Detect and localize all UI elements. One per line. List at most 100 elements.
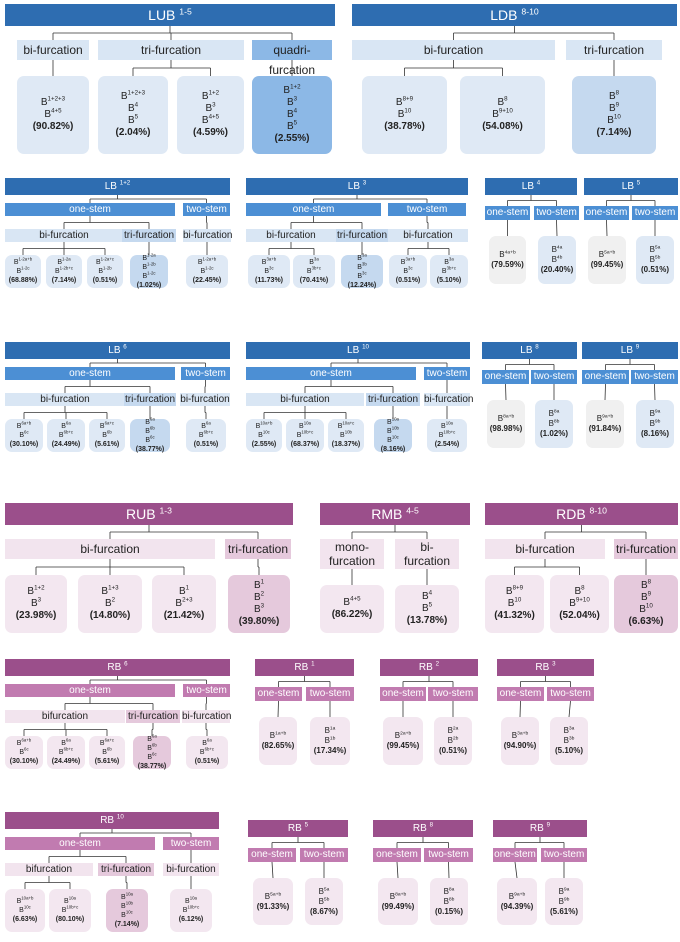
segment-label: B1-2a <box>57 257 70 267</box>
diagram-title: LB 8 <box>482 342 577 359</box>
percentage: (6.63%) <box>12 916 38 923</box>
furcation-label: tri-furcation <box>225 539 291 559</box>
segment-label: B9 <box>641 591 651 604</box>
segment-index: 10a <box>391 416 399 422</box>
segment-index: 4a <box>556 245 563 251</box>
segment-base: B <box>318 896 324 906</box>
segment-index: 8 <box>504 95 508 103</box>
segment-base: B <box>19 907 24 914</box>
segment-index: 1-2a+b <box>18 256 33 262</box>
segment-index: 2 <box>260 590 265 598</box>
title-superscript: 1-5 <box>179 6 192 17</box>
percentage: (91.84%) <box>588 424 622 433</box>
segment-base: B <box>443 886 449 896</box>
branch-box: B3a B3b B3c (12.24%) <box>341 253 383 289</box>
title-superscript: 10 <box>362 343 369 351</box>
diagram-title: LB 5 <box>584 178 678 195</box>
percentage: (90.82%) <box>32 121 74 132</box>
segment-base: B <box>19 749 25 756</box>
segment-index: 9b <box>563 896 570 902</box>
title-superscript: 1-3 <box>159 505 172 516</box>
segment-base: B <box>558 896 564 906</box>
segment-index: 3 <box>212 101 216 109</box>
stem-label: one-stem <box>5 203 175 216</box>
segment-base: B <box>120 91 128 102</box>
stem-text: two-stem <box>303 849 345 860</box>
segment-label: B4 <box>128 102 138 115</box>
title-text: LB <box>347 181 360 192</box>
segment-label: B6b <box>145 426 155 436</box>
percentage: (8.67%) <box>309 906 338 916</box>
title-text: RUB <box>126 506 156 522</box>
segment-index: 8 <box>581 584 585 592</box>
stem-text: two-stem <box>406 204 448 215</box>
segment-label: B8b <box>549 419 560 429</box>
segment-label: B1-2b <box>142 262 155 272</box>
segment-base: B <box>447 736 453 745</box>
segment-base: B <box>639 604 646 615</box>
branch-box: B5a B5b (8.67%) <box>305 878 343 925</box>
furcation-text: bi-furcation <box>183 230 233 241</box>
furcation-text: bi-furcation <box>40 394 90 405</box>
segment-base: B <box>286 121 294 132</box>
segment-base: B <box>551 255 557 264</box>
branch-box: B10a B10b B10c (8.16%) <box>374 416 412 453</box>
segment-label: B9 <box>609 102 619 115</box>
segment-index: 1a+b <box>275 731 287 737</box>
segment-label: B2 <box>254 590 265 604</box>
segment-base: B <box>102 749 107 756</box>
stem-text: one-stem <box>382 688 424 699</box>
segment-index: 1-2b+c <box>59 265 74 271</box>
title-superscript: 3 <box>362 179 367 187</box>
branch-box: B6a B6b+c (0.51%) <box>186 419 226 452</box>
segment-index: 3b <box>568 736 575 742</box>
furcation-label: bi-furcation <box>5 539 215 559</box>
segment-index: 10a+c <box>342 420 355 426</box>
segment-label: B3c <box>357 271 366 281</box>
percentage: (5.61%) <box>94 758 120 765</box>
branch-box: B10a B10b+c (68.37%) <box>286 419 324 452</box>
segment-base: B <box>182 907 188 914</box>
segment-index: 3 <box>37 596 42 604</box>
segment-base: B <box>441 423 446 430</box>
branch-box: B3a+b B3c (11.73%) <box>248 255 290 288</box>
segment-label: B6b <box>102 429 112 440</box>
segment-index: 10c <box>125 909 133 915</box>
segment-base: B <box>175 598 183 609</box>
branch-box: B8+9 B10 (41.32%) <box>485 575 544 633</box>
segment-index: 6b+c <box>63 746 74 752</box>
segment-base: B <box>27 586 35 597</box>
title-text: LB <box>347 345 360 356</box>
segment-label: B2 <box>105 597 115 610</box>
segment-label: B10b <box>340 430 352 440</box>
percentage: (38.77%) <box>135 445 165 453</box>
segment-label: B3c <box>403 266 412 276</box>
segment-label: B1+2+3 <box>41 96 65 109</box>
stem-text: two-stem <box>185 368 226 379</box>
segment-label: B3b <box>564 736 575 746</box>
branch-box: B1+3 B2 (14.80%) <box>78 575 142 633</box>
segment-index: 1+2 <box>208 89 220 97</box>
furcation-text: tri-furcation <box>100 864 151 875</box>
furcation-label: bi- furcation <box>395 539 459 569</box>
stem-text: one-stem <box>69 685 111 696</box>
segment-index: 3a <box>568 726 575 732</box>
furcation-text: bi-furcation <box>180 394 230 405</box>
segment-index: 3c <box>269 265 274 271</box>
stem-text: one-stem <box>69 368 111 379</box>
segment-base: B <box>44 109 52 120</box>
segment-label: B5b <box>650 255 661 265</box>
connector-line <box>604 383 606 401</box>
stem-label: one-stem <box>5 837 155 850</box>
percentage: (11.73%) <box>254 277 284 284</box>
title-superscript: 8 <box>535 343 539 351</box>
segment-label: B9a <box>650 409 661 419</box>
segment-index: 6b <box>106 429 112 435</box>
diagram-title: LB 10 <box>246 342 470 359</box>
branch-box: B10a+b B10c (2.55%) <box>246 419 282 452</box>
segment-label: B4 <box>287 108 297 121</box>
percentage: (0.51%) <box>194 758 220 765</box>
stem-label: one-stem <box>246 203 381 216</box>
branch-box: B5a B5b (0.51%) <box>636 236 674 284</box>
branch-box: B6a+c B6b (5.61%) <box>89 736 125 769</box>
